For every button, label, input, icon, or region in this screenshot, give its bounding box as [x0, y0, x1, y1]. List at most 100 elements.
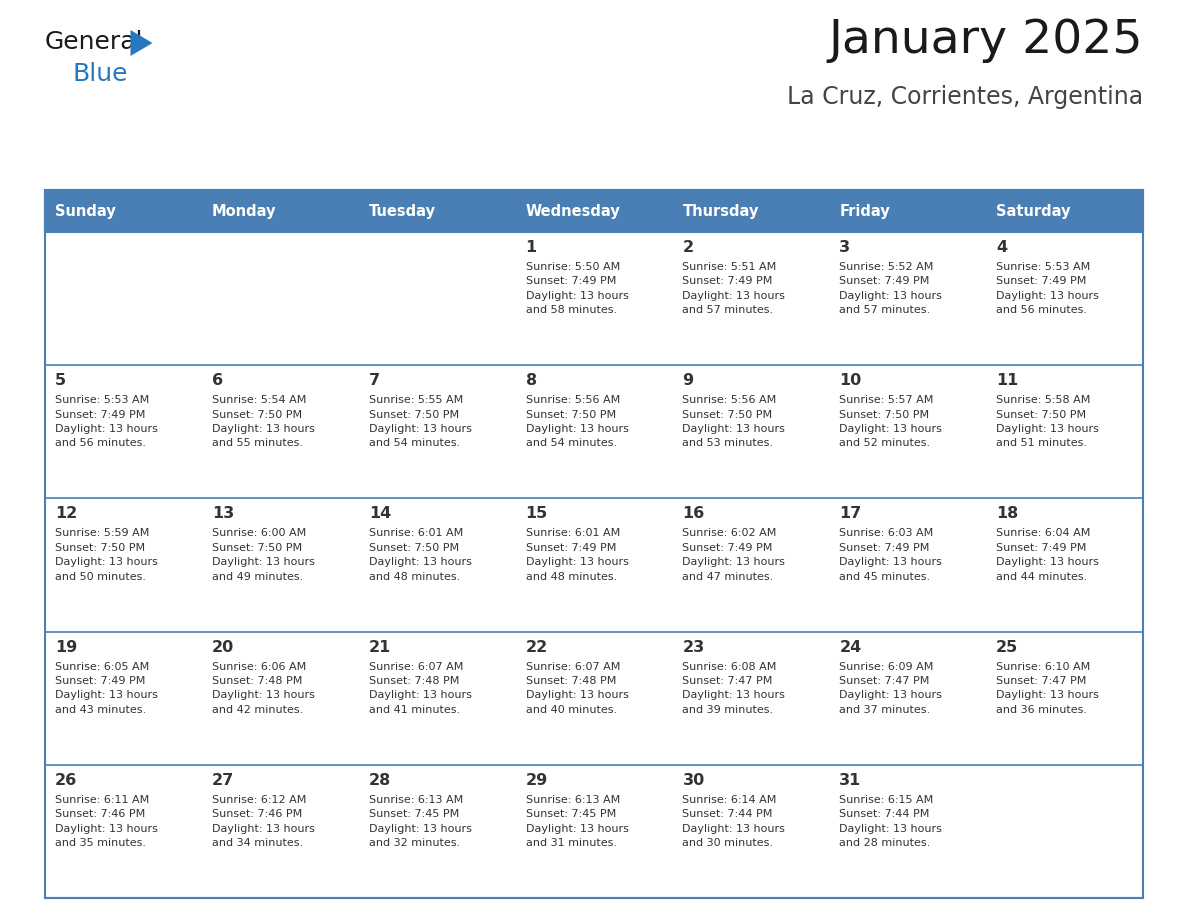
Bar	[359, 232, 516, 365]
Text: 25: 25	[997, 640, 1018, 655]
Text: Sunrise: 6:10 AM
Sunset: 7:47 PM
Daylight: 13 hours
and 36 minutes.: Sunrise: 6:10 AM Sunset: 7:47 PM Dayligh…	[997, 662, 1099, 715]
Text: Sunrise: 6:03 AM
Sunset: 7:49 PM
Daylight: 13 hours
and 45 minutes.: Sunrise: 6:03 AM Sunset: 7:49 PM Dayligh…	[839, 529, 942, 582]
Text: Sunrise: 6:04 AM
Sunset: 7:49 PM
Daylight: 13 hours
and 44 minutes.: Sunrise: 6:04 AM Sunset: 7:49 PM Dayligh…	[997, 529, 1099, 582]
Text: 4: 4	[997, 240, 1007, 255]
Text: 3: 3	[839, 240, 851, 255]
Polygon shape	[131, 30, 152, 56]
Text: Sunrise: 6:02 AM
Sunset: 7:49 PM
Daylight: 13 hours
and 47 minutes.: Sunrise: 6:02 AM Sunset: 7:49 PM Dayligh…	[682, 529, 785, 582]
Text: Sunday: Sunday	[55, 204, 115, 218]
Text: Sunrise: 5:56 AM
Sunset: 7:50 PM
Daylight: 13 hours
and 53 minutes.: Sunrise: 5:56 AM Sunset: 7:50 PM Dayligh…	[682, 396, 785, 448]
Text: 16: 16	[682, 507, 704, 521]
Bar	[45, 498, 202, 632]
Text: 23: 23	[682, 640, 704, 655]
Text: January 2025: January 2025	[828, 18, 1143, 63]
Bar	[986, 190, 1143, 232]
Text: Sunrise: 5:51 AM
Sunset: 7:49 PM
Daylight: 13 hours
and 57 minutes.: Sunrise: 5:51 AM Sunset: 7:49 PM Dayligh…	[682, 262, 785, 315]
Text: Sunrise: 5:54 AM
Sunset: 7:50 PM
Daylight: 13 hours
and 55 minutes.: Sunrise: 5:54 AM Sunset: 7:50 PM Dayligh…	[211, 396, 315, 448]
Text: 6: 6	[211, 374, 223, 388]
Text: Sunrise: 6:13 AM
Sunset: 7:45 PM
Daylight: 13 hours
and 32 minutes.: Sunrise: 6:13 AM Sunset: 7:45 PM Dayligh…	[368, 795, 472, 848]
Bar	[672, 232, 829, 365]
Text: Monday: Monday	[211, 204, 277, 218]
Bar	[829, 765, 986, 898]
Bar	[516, 190, 672, 232]
Text: 28: 28	[368, 773, 391, 788]
Bar	[202, 498, 359, 632]
Text: Sunrise: 6:15 AM
Sunset: 7:44 PM
Daylight: 13 hours
and 28 minutes.: Sunrise: 6:15 AM Sunset: 7:44 PM Dayligh…	[839, 795, 942, 848]
Bar	[359, 498, 516, 632]
Text: 22: 22	[525, 640, 548, 655]
Text: Sunrise: 6:01 AM
Sunset: 7:50 PM
Daylight: 13 hours
and 48 minutes.: Sunrise: 6:01 AM Sunset: 7:50 PM Dayligh…	[368, 529, 472, 582]
Text: 30: 30	[682, 773, 704, 788]
Text: Thursday: Thursday	[682, 204, 759, 218]
Bar	[986, 232, 1143, 365]
Text: 15: 15	[525, 507, 548, 521]
Bar	[45, 765, 202, 898]
Bar	[672, 765, 829, 898]
Bar	[202, 765, 359, 898]
Text: 24: 24	[839, 640, 861, 655]
Text: 14: 14	[368, 507, 391, 521]
Text: Sunrise: 6:07 AM
Sunset: 7:48 PM
Daylight: 13 hours
and 40 minutes.: Sunrise: 6:07 AM Sunset: 7:48 PM Dayligh…	[525, 662, 628, 715]
Text: Sunrise: 5:50 AM
Sunset: 7:49 PM
Daylight: 13 hours
and 58 minutes.: Sunrise: 5:50 AM Sunset: 7:49 PM Dayligh…	[525, 262, 628, 315]
Text: Tuesday: Tuesday	[368, 204, 436, 218]
Text: 9: 9	[682, 374, 694, 388]
Bar	[986, 498, 1143, 632]
Bar	[672, 365, 829, 498]
Bar	[45, 190, 1143, 898]
Bar	[986, 365, 1143, 498]
Text: 31: 31	[839, 773, 861, 788]
Text: Sunrise: 6:07 AM
Sunset: 7:48 PM
Daylight: 13 hours
and 41 minutes.: Sunrise: 6:07 AM Sunset: 7:48 PM Dayligh…	[368, 662, 472, 715]
Bar	[516, 765, 672, 898]
Text: Saturday: Saturday	[997, 204, 1070, 218]
Bar	[986, 765, 1143, 898]
Text: Sunrise: 5:56 AM
Sunset: 7:50 PM
Daylight: 13 hours
and 54 minutes.: Sunrise: 5:56 AM Sunset: 7:50 PM Dayligh…	[525, 396, 628, 448]
Bar	[45, 190, 1143, 898]
Text: Sunrise: 5:53 AM
Sunset: 7:49 PM
Daylight: 13 hours
and 56 minutes.: Sunrise: 5:53 AM Sunset: 7:49 PM Dayligh…	[997, 262, 1099, 315]
Text: 12: 12	[55, 507, 77, 521]
Text: 2: 2	[682, 240, 694, 255]
Bar	[359, 365, 516, 498]
Text: Sunrise: 6:06 AM
Sunset: 7:48 PM
Daylight: 13 hours
and 42 minutes.: Sunrise: 6:06 AM Sunset: 7:48 PM Dayligh…	[211, 662, 315, 715]
Bar	[672, 190, 829, 232]
Text: 7: 7	[368, 374, 380, 388]
Text: Sunrise: 6:13 AM
Sunset: 7:45 PM
Daylight: 13 hours
and 31 minutes.: Sunrise: 6:13 AM Sunset: 7:45 PM Dayligh…	[525, 795, 628, 848]
Text: 18: 18	[997, 507, 1018, 521]
Text: Blue: Blue	[72, 62, 128, 86]
Bar	[202, 232, 359, 365]
Bar	[45, 232, 202, 365]
Bar	[516, 232, 672, 365]
Text: Sunrise: 5:58 AM
Sunset: 7:50 PM
Daylight: 13 hours
and 51 minutes.: Sunrise: 5:58 AM Sunset: 7:50 PM Dayligh…	[997, 396, 1099, 448]
Text: Wednesday: Wednesday	[525, 204, 620, 218]
Text: 19: 19	[55, 640, 77, 655]
Bar	[829, 232, 986, 365]
Text: Sunrise: 5:55 AM
Sunset: 7:50 PM
Daylight: 13 hours
and 54 minutes.: Sunrise: 5:55 AM Sunset: 7:50 PM Dayligh…	[368, 396, 472, 448]
Text: Sunrise: 6:12 AM
Sunset: 7:46 PM
Daylight: 13 hours
and 34 minutes.: Sunrise: 6:12 AM Sunset: 7:46 PM Dayligh…	[211, 795, 315, 848]
Text: Friday: Friday	[839, 204, 890, 218]
Bar	[672, 632, 829, 765]
Text: Sunrise: 6:11 AM
Sunset: 7:46 PM
Daylight: 13 hours
and 35 minutes.: Sunrise: 6:11 AM Sunset: 7:46 PM Dayligh…	[55, 795, 158, 848]
Bar	[359, 190, 516, 232]
Bar	[986, 632, 1143, 765]
Text: 17: 17	[839, 507, 861, 521]
Text: 5: 5	[55, 374, 67, 388]
Text: 27: 27	[211, 773, 234, 788]
Bar	[829, 190, 986, 232]
Text: Sunrise: 6:14 AM
Sunset: 7:44 PM
Daylight: 13 hours
and 30 minutes.: Sunrise: 6:14 AM Sunset: 7:44 PM Dayligh…	[682, 795, 785, 848]
Text: Sunrise: 6:08 AM
Sunset: 7:47 PM
Daylight: 13 hours
and 39 minutes.: Sunrise: 6:08 AM Sunset: 7:47 PM Dayligh…	[682, 662, 785, 715]
Bar	[202, 365, 359, 498]
Text: 8: 8	[525, 374, 537, 388]
Text: Sunrise: 5:59 AM
Sunset: 7:50 PM
Daylight: 13 hours
and 50 minutes.: Sunrise: 5:59 AM Sunset: 7:50 PM Dayligh…	[55, 529, 158, 582]
Text: General: General	[45, 30, 144, 54]
Bar	[45, 632, 202, 765]
Bar	[45, 190, 202, 232]
Bar	[359, 632, 516, 765]
Bar	[829, 498, 986, 632]
Text: 10: 10	[839, 374, 861, 388]
Bar	[672, 498, 829, 632]
Bar	[516, 365, 672, 498]
Text: Sunrise: 5:57 AM
Sunset: 7:50 PM
Daylight: 13 hours
and 52 minutes.: Sunrise: 5:57 AM Sunset: 7:50 PM Dayligh…	[839, 396, 942, 448]
Text: 26: 26	[55, 773, 77, 788]
Text: Sunrise: 5:53 AM
Sunset: 7:49 PM
Daylight: 13 hours
and 56 minutes.: Sunrise: 5:53 AM Sunset: 7:49 PM Dayligh…	[55, 396, 158, 448]
Text: 13: 13	[211, 507, 234, 521]
Text: Sunrise: 5:52 AM
Sunset: 7:49 PM
Daylight: 13 hours
and 57 minutes.: Sunrise: 5:52 AM Sunset: 7:49 PM Dayligh…	[839, 262, 942, 315]
